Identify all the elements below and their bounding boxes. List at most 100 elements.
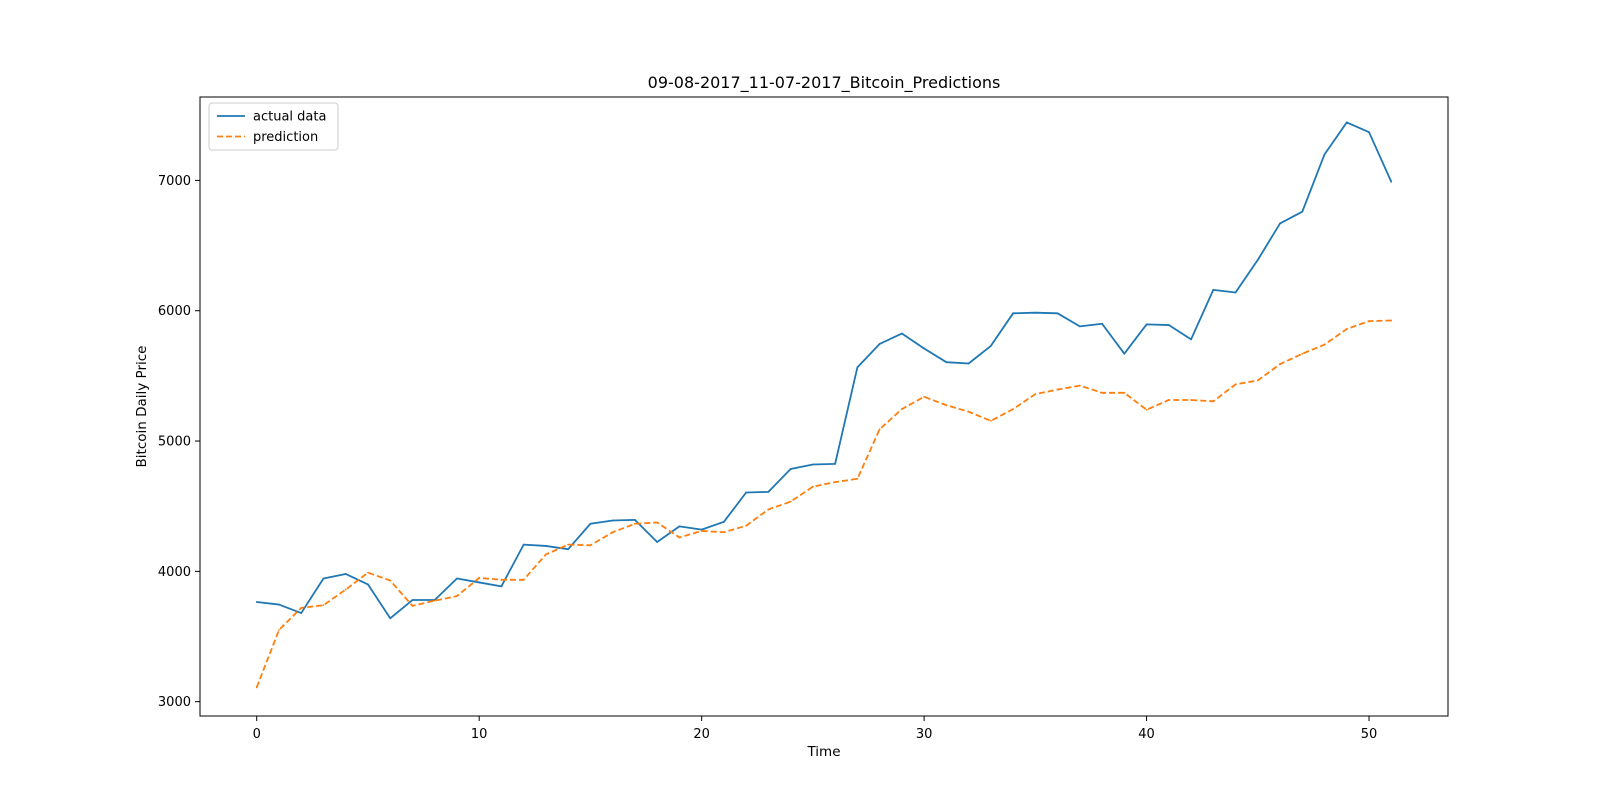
x-tick-label: 20 [693, 727, 710, 742]
data-point-prediction [478, 576, 481, 579]
data-point-prediction [255, 686, 258, 689]
data-point-prediction [1167, 399, 1170, 401]
data-point-actual-data [478, 581, 481, 584]
data-point-actual-data [278, 603, 280, 606]
data-point-prediction [389, 579, 392, 582]
data-point-prediction [278, 629, 280, 631]
data-point-actual-data [344, 573, 347, 575]
data-point-prediction [344, 588, 347, 591]
data-point-actual-data [1323, 153, 1326, 156]
data-point-prediction [1279, 363, 1281, 366]
data-point-actual-data [1368, 131, 1370, 134]
data-point-prediction [878, 428, 881, 431]
data-point-prediction [856, 477, 859, 480]
data-point-actual-data [1034, 311, 1037, 314]
data-point-actual-data [500, 585, 503, 588]
data-point-actual-data [1345, 121, 1348, 124]
data-point-actual-data [1256, 258, 1259, 261]
data-point-actual-data [1123, 352, 1126, 355]
data-point-actual-data [745, 491, 748, 494]
data-point-actual-data [678, 525, 681, 528]
data-point-prediction [789, 500, 792, 503]
data-point-actual-data [1078, 325, 1081, 328]
plot-frame [199, 96, 1449, 717]
x-tick-label: 50 [1361, 727, 1378, 742]
data-point-prediction [522, 578, 525, 581]
data-point-actual-data [1234, 291, 1237, 294]
data-point-prediction [1101, 391, 1103, 394]
data-point-prediction [1345, 328, 1348, 330]
y-tick-label: 3000 [158, 695, 191, 710]
data-point-actual-data [545, 545, 547, 547]
data-point-actual-data [634, 518, 636, 521]
data-point-actual-data [656, 541, 659, 543]
data-point-prediction [722, 531, 725, 534]
x-tick-label: 10 [471, 727, 488, 742]
data-point-actual-data [1279, 222, 1281, 225]
data-point-actual-data [567, 548, 570, 551]
data-point-actual-data [1056, 312, 1059, 315]
data-point-prediction [411, 604, 414, 607]
data-point-actual-data [589, 522, 592, 525]
y-axis-title: Bitcoin Daily Price [134, 346, 150, 468]
data-point-actual-data [989, 345, 992, 347]
data-point-actual-data [923, 347, 926, 350]
data-point-actual-data [900, 332, 903, 335]
data-point-prediction [1323, 343, 1326, 346]
data-point-prediction [900, 408, 903, 411]
chart-title: 09-08-2017_11-07-2017_Bitcoin_Prediction… [648, 73, 1001, 93]
data-point-prediction [811, 485, 814, 488]
data-point-prediction [567, 543, 570, 546]
data-point-actual-data [300, 612, 303, 614]
data-point-actual-data [811, 463, 814, 466]
data-point-actual-data [834, 462, 837, 465]
x-axis: 0 10 20 30 40 50 [253, 716, 1378, 742]
data-point-prediction [1190, 399, 1192, 401]
data-point-prediction [1012, 408, 1014, 411]
data-point-actual-data [322, 577, 325, 580]
data-point-actual-data [411, 599, 414, 601]
data-point-prediction [834, 481, 837, 483]
data-point-prediction [1368, 320, 1370, 323]
series-line-actual-data [256, 121, 1393, 620]
data-point-prediction [1123, 391, 1126, 394]
x-axis-title: Time [806, 744, 840, 760]
data-point-actual-data [945, 361, 948, 364]
data-point-actual-data [767, 490, 770, 493]
y-axis: 3000 4000 5000 6000 7000 [158, 174, 200, 710]
data-point-prediction [500, 578, 503, 581]
x-tick-label: 40 [1138, 727, 1155, 742]
plot-lines [255, 121, 1393, 689]
data-point-prediction [745, 524, 748, 527]
data-point-prediction [1056, 388, 1059, 391]
data-point-actual-data [1012, 312, 1014, 315]
data-point-prediction [433, 599, 436, 602]
y-tick-label: 7000 [158, 174, 191, 189]
data-point-prediction [367, 571, 369, 574]
data-point-prediction [1145, 408, 1148, 411]
data-point-actual-data [1212, 288, 1215, 291]
data-point-actual-data [722, 520, 725, 523]
data-point-prediction [634, 522, 636, 525]
data-point-actual-data [367, 583, 369, 586]
data-point-prediction [945, 404, 948, 407]
data-point-prediction [923, 395, 926, 398]
data-point-prediction [1256, 379, 1259, 382]
data-point-prediction [589, 544, 592, 547]
y-tick-label: 5000 [158, 435, 191, 450]
y-tick-label: 6000 [158, 304, 191, 319]
data-point-actual-data [1390, 180, 1393, 183]
data-point-prediction [989, 419, 992, 422]
legend: actual data prediction [208, 102, 339, 151]
data-point-prediction [456, 595, 458, 598]
data-point-prediction [611, 531, 614, 534]
data-point-actual-data [1167, 324, 1170, 326]
data-point-prediction [300, 606, 303, 609]
data-point-actual-data [456, 577, 458, 580]
data-point-prediction [1234, 383, 1237, 386]
data-point-actual-data [967, 362, 970, 365]
data-point-prediction [700, 530, 703, 532]
data-point-actual-data [1145, 323, 1148, 326]
data-point-actual-data [522, 543, 525, 546]
